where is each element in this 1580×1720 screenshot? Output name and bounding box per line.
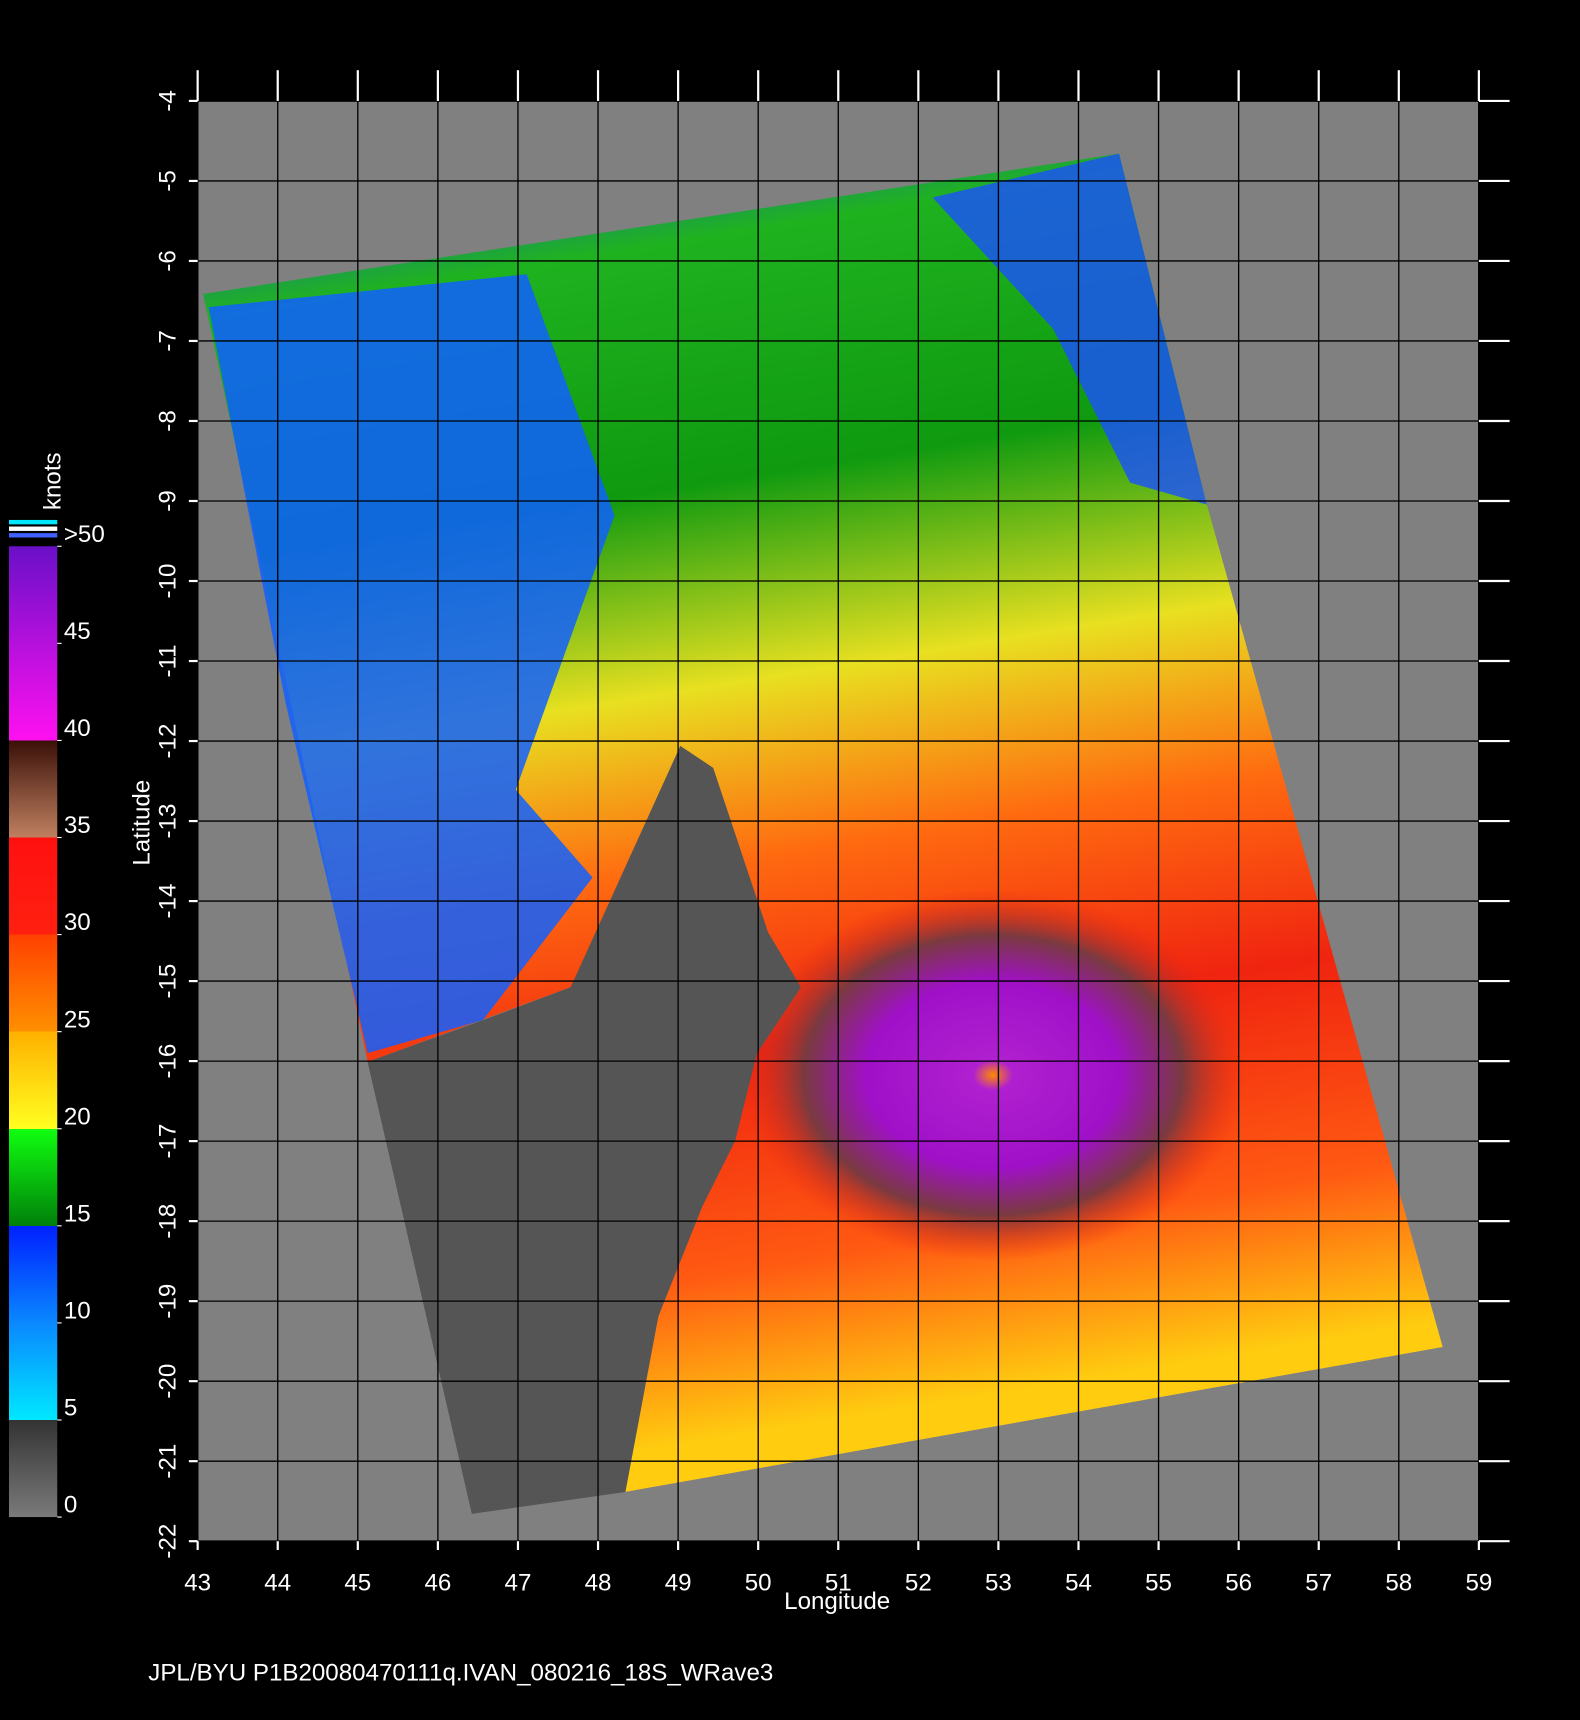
y-tick-label: -11 <box>155 644 182 677</box>
y-tick-label: -16 <box>155 1044 182 1079</box>
x-tick-label: 56 <box>1225 1570 1252 1597</box>
low-wind-region <box>932 153 1207 505</box>
colorbar-tick-label: 45 <box>64 618 91 645</box>
low-wind-region <box>208 274 615 1054</box>
x-axis-label: Longitude <box>784 1588 890 1615</box>
x-tick-label: 50 <box>745 1570 772 1597</box>
y-tick-label: -4 <box>155 90 182 111</box>
y-tick-label: -10 <box>155 564 182 599</box>
colorbar-tick-label: 10 <box>64 1298 91 1325</box>
y-tick-label: -17 <box>155 1124 182 1159</box>
x-tick-label: 57 <box>1305 1570 1332 1597</box>
y-tick-label: -13 <box>155 804 182 839</box>
colorbar-tick-label: 5 <box>64 1395 77 1422</box>
x-tick-label: 58 <box>1385 1570 1412 1597</box>
colorbar-label: knots <box>40 452 67 510</box>
x-tick-label: 54 <box>1065 1570 1092 1597</box>
colorbar-stripe <box>8 526 58 531</box>
colorbar-tick-label: 25 <box>64 1006 91 1033</box>
x-tick-label: 53 <box>985 1570 1012 1597</box>
madagascar <box>367 745 801 1514</box>
colorbar-stripe <box>8 533 58 538</box>
y-tick-label: -15 <box>155 964 182 999</box>
y-axis-label: Latitude <box>128 780 155 866</box>
colorbar-tick-label: 40 <box>64 715 91 742</box>
colorbar-tick-label: 0 <box>64 1492 77 1519</box>
colorbar-tick-label: 20 <box>64 1103 91 1130</box>
y-tick-label: -5 <box>155 170 182 191</box>
cyclone-core <box>740 888 1246 1262</box>
x-tick-label: 59 <box>1465 1570 1492 1597</box>
x-tick-label: 48 <box>585 1570 612 1597</box>
y-tick-label: -9 <box>155 490 182 511</box>
y-tick-label: -22 <box>155 1524 182 1559</box>
y-tick-label: -7 <box>155 330 182 351</box>
x-tick-label: 55 <box>1145 1570 1172 1597</box>
colorbar-tick-label: 30 <box>64 909 91 936</box>
x-tick-label: 46 <box>424 1570 451 1597</box>
x-tick-label: 43 <box>184 1570 211 1597</box>
y-tick-label: -20 <box>155 1364 182 1399</box>
x-tick-label: 49 <box>665 1570 692 1597</box>
x-tick-label: 45 <box>344 1570 371 1597</box>
x-tick-label: 51 <box>825 1570 852 1597</box>
y-tick-label: -14 <box>155 884 182 919</box>
y-tick-label: -8 <box>155 410 182 431</box>
x-tick-label: 47 <box>505 1570 532 1597</box>
colorbar <box>8 546 58 1518</box>
colorbar-tick-label: 15 <box>64 1200 91 1227</box>
y-tick-label: -19 <box>155 1284 182 1319</box>
colorbar-tick-label: >50 <box>64 521 105 548</box>
x-tick-label: 52 <box>905 1570 932 1597</box>
colorbar-tick-label: 35 <box>64 812 91 839</box>
x-tick-label: 44 <box>264 1570 291 1597</box>
footer: JPL/BYU P1B20080470111q.IVAN_080216_18S_… <box>148 1660 773 1687</box>
y-tick-label: -18 <box>155 1204 182 1239</box>
y-tick-label: -21 <box>155 1444 182 1479</box>
colorbar-stripe <box>8 519 58 525</box>
y-tick-label: -6 <box>155 250 182 271</box>
y-tick-label: -12 <box>155 724 182 759</box>
